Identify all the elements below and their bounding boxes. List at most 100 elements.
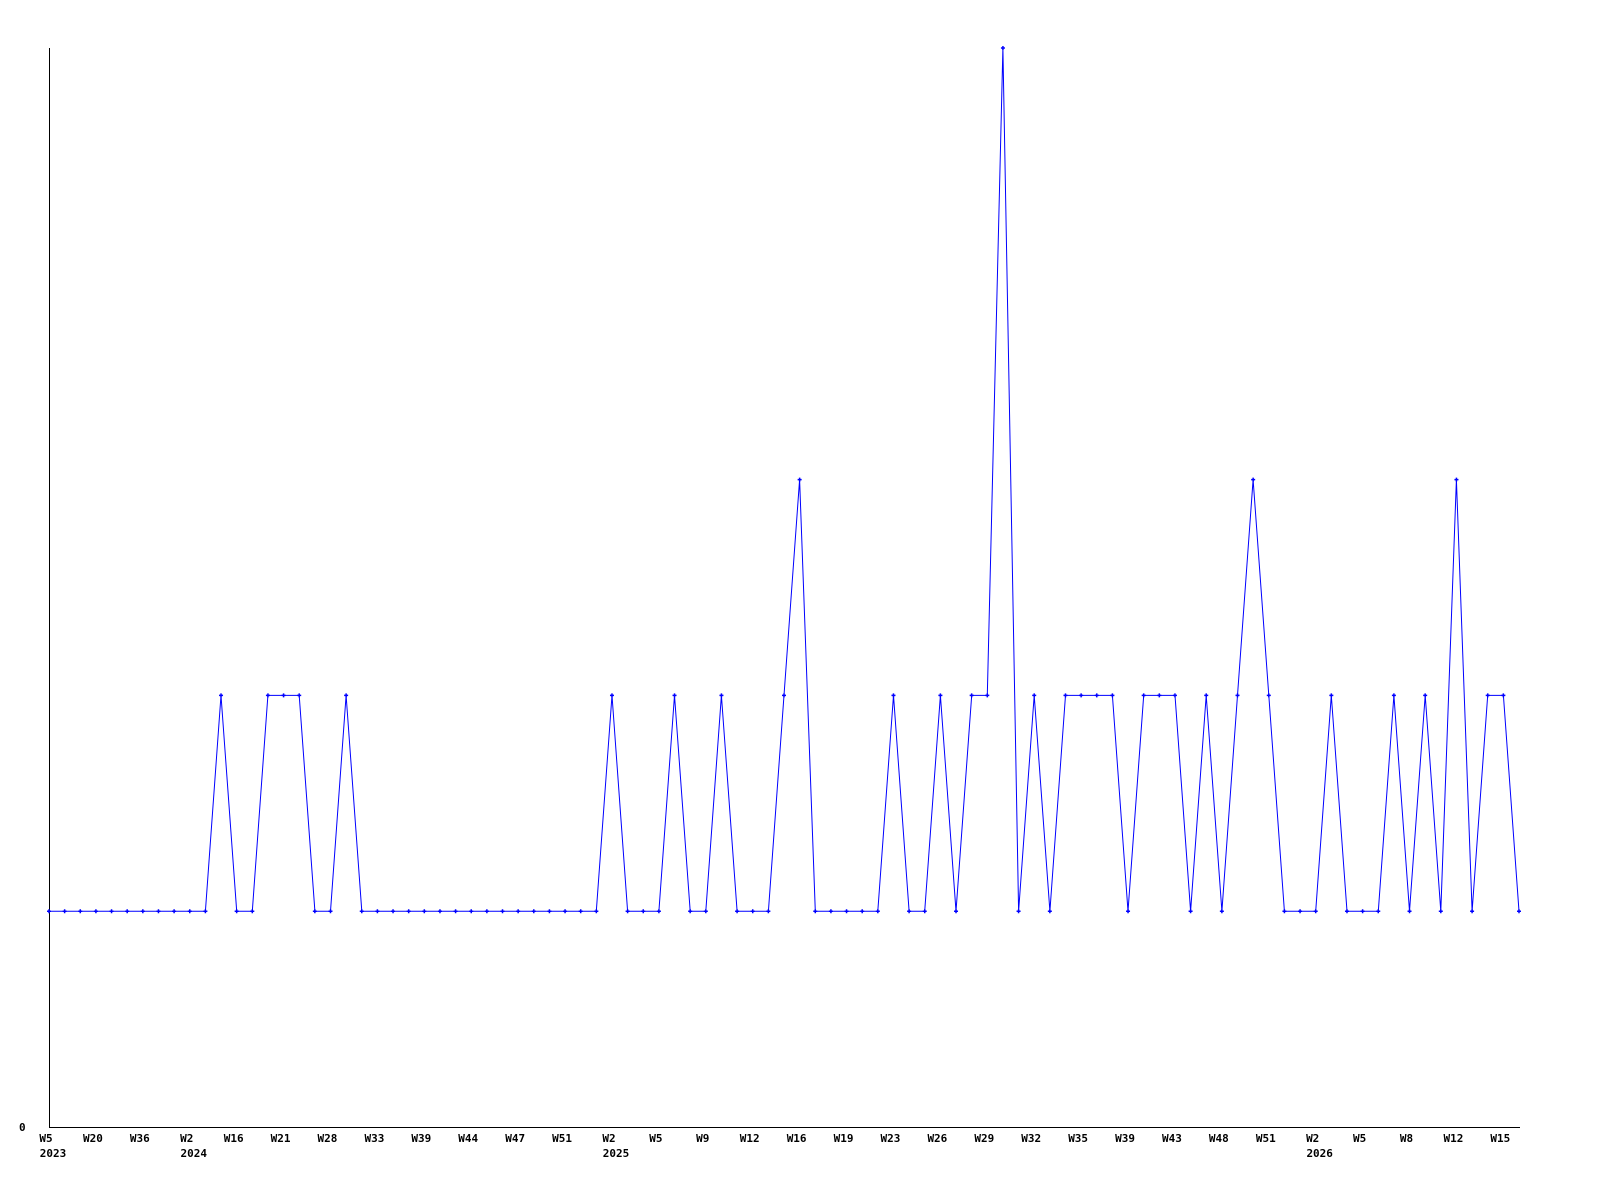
x-tick-label: W16: [224, 1132, 244, 1145]
data-point: [1391, 693, 1396, 698]
x-tick-label: W26: [927, 1132, 947, 1145]
data-point: [985, 693, 990, 698]
data-point: [1517, 909, 1521, 914]
data-point: [1000, 46, 1005, 50]
x-tick-label: W51: [552, 1132, 572, 1145]
x-tick-label: W47: [505, 1132, 525, 1145]
data-point: [891, 693, 896, 698]
data-point: [422, 909, 427, 914]
x-tick-label: W32: [1021, 1132, 1041, 1145]
x-tick-label: W43: [1162, 1132, 1182, 1145]
data-point: [250, 909, 255, 914]
x-tick-label: W9: [696, 1132, 709, 1145]
data-point: [1079, 693, 1084, 698]
data-point: [265, 693, 270, 698]
data-point: [703, 909, 708, 914]
data-point: [1094, 693, 1099, 698]
data-point: [109, 909, 114, 914]
x-year-label: 2023: [40, 1147, 67, 1160]
data-point: [766, 909, 771, 914]
data-point: [954, 909, 959, 914]
data-point: [78, 909, 83, 914]
data-point: [1266, 693, 1271, 698]
data-points: [47, 46, 1521, 914]
data-point: [1407, 909, 1412, 914]
data-point: [172, 909, 177, 914]
data-point: [1485, 693, 1490, 698]
x-tick-label: W15: [1490, 1132, 1510, 1145]
data-point: [500, 909, 505, 914]
data-point: [1141, 693, 1146, 698]
data-point: [672, 693, 677, 698]
data-point: [1470, 909, 1475, 914]
data-point: [1219, 909, 1224, 914]
x-tick-label: W20: [83, 1132, 103, 1145]
data-point: [531, 909, 536, 914]
data-point: [797, 477, 802, 482]
x-tick-label: W5: [1353, 1132, 1366, 1145]
data-point: [782, 693, 786, 698]
data-point: [594, 909, 599, 914]
data-point: [359, 909, 364, 914]
data-point: [1157, 693, 1162, 698]
x-tick-label: W5: [649, 1132, 662, 1145]
data-point: [1344, 909, 1349, 914]
x-year-label: 2026: [1306, 1147, 1333, 1160]
x-tick-label: W12: [1444, 1132, 1464, 1145]
x-tick-label: W35: [1068, 1132, 1088, 1145]
data-point: [641, 909, 646, 914]
x-tick-label: W19: [834, 1132, 854, 1145]
series-line: [49, 47, 1520, 912]
data-point: [609, 693, 614, 698]
data-point: [1188, 909, 1193, 914]
data-point: [516, 909, 521, 914]
data-point: [93, 909, 98, 914]
x-tick-label: W39: [411, 1132, 431, 1145]
data-point: [1501, 693, 1506, 698]
data-point: [813, 909, 818, 914]
data-point: [1360, 909, 1365, 914]
x-year-label: 2024: [180, 1147, 207, 1160]
data-point: [656, 909, 661, 914]
data-point: [234, 909, 239, 914]
data-point: [844, 909, 849, 914]
data-point: [688, 909, 693, 914]
data-point: [1329, 693, 1334, 698]
data-point: [625, 909, 630, 914]
data-point: [563, 909, 568, 914]
data-point: [328, 909, 333, 914]
x-year-label: 2025: [603, 1147, 630, 1160]
data-point: [578, 909, 583, 914]
data-point: [938, 693, 943, 698]
data-point: [1282, 909, 1287, 914]
data-point: [1313, 909, 1318, 914]
y-tick-label-0: 0: [19, 1121, 26, 1134]
data-point: [156, 909, 161, 914]
data-point: [375, 909, 380, 914]
data-point: [140, 909, 145, 914]
data-point: [969, 693, 974, 698]
x-tick-label: W12: [740, 1132, 760, 1145]
data-point: [875, 909, 880, 914]
data-point: [1423, 693, 1428, 698]
data-point: [860, 909, 865, 914]
x-tick-label: W2: [180, 1132, 193, 1145]
data-point: [1172, 693, 1177, 698]
data-point: [828, 909, 833, 914]
data-point: [1110, 693, 1115, 698]
data-point: [1063, 693, 1068, 698]
data-point: [484, 909, 489, 914]
data-point: [1126, 909, 1131, 914]
data-point: [719, 693, 724, 698]
data-point: [1454, 477, 1459, 482]
data-point: [1204, 693, 1209, 698]
x-tick-label: W51: [1256, 1132, 1276, 1145]
data-point: [469, 909, 474, 914]
data-point: [1032, 693, 1037, 698]
x-tick-label: W2: [1306, 1132, 1319, 1145]
data-point: [312, 909, 317, 914]
data-point: [437, 909, 442, 914]
x-tick-label: W29: [974, 1132, 994, 1145]
data-point: [203, 909, 208, 914]
data-point: [406, 909, 411, 914]
